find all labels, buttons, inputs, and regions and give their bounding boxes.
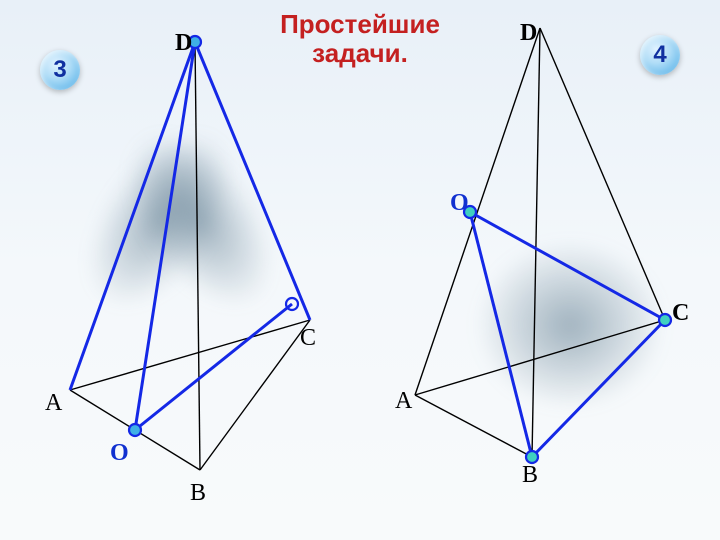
edge2-DC (540, 28, 665, 320)
label-C-right: C (672, 300, 689, 327)
edge2-DA (415, 28, 540, 395)
hedge2-OB (470, 212, 532, 457)
label-O-right: O (450, 190, 469, 217)
label-D-right: D (520, 20, 537, 47)
hedge2-CO (470, 212, 665, 320)
edge2-DB (532, 28, 540, 457)
figure-right (0, 0, 720, 540)
label-B-right: B (522, 462, 538, 489)
edge2-AB (415, 395, 532, 457)
label-A-right: A (395, 388, 412, 415)
pt2-C (659, 314, 671, 326)
